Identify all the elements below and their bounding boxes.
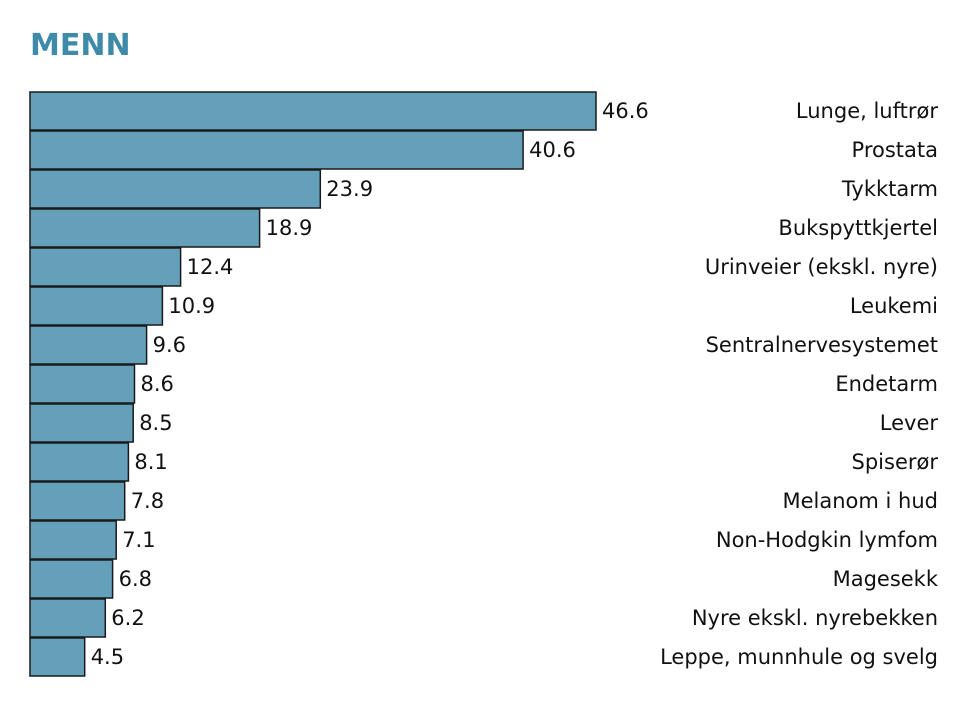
bar-value-label: 46.6	[602, 99, 649, 123]
category-label: Magesekk	[833, 567, 939, 591]
category-label: Tykktarm	[841, 177, 938, 201]
category-label: Sentralnervesystemet	[706, 333, 938, 357]
bar	[29, 91, 597, 131]
bar	[29, 403, 134, 443]
bar	[29, 364, 136, 404]
bar-value-label: 7.1	[122, 528, 155, 552]
bar-value-label: 7.8	[131, 489, 164, 513]
category-label: Melanom i hud	[783, 489, 939, 513]
category-label: Lever	[880, 411, 939, 435]
bar-value-label: 9.6	[153, 333, 186, 357]
category-label: Spiserør	[852, 450, 939, 474]
category-label: Prostata	[852, 138, 938, 162]
category-label: Bukspyttkjertel	[778, 216, 938, 240]
bar	[29, 442, 130, 482]
bar-value-label: 8.5	[139, 411, 172, 435]
category-label: Urinveier (ekskl. nyre)	[705, 255, 938, 279]
bar	[29, 520, 117, 560]
bar-value-label: 40.6	[529, 138, 576, 162]
bar-value-label: 4.5	[91, 645, 124, 669]
bar-value-label: 6.8	[119, 567, 152, 591]
bar	[29, 286, 164, 326]
bar-value-label: 12.4	[187, 255, 234, 279]
bar-value-label: 18.9	[266, 216, 313, 240]
bar-value-label: 23.9	[326, 177, 373, 201]
category-label: Lunge, luftrør	[796, 99, 938, 123]
bar-value-label: 10.9	[168, 294, 215, 318]
category-label: Leppe, munnhule og svelg	[660, 645, 938, 669]
bar	[29, 481, 126, 521]
chart-title: MENN	[30, 28, 131, 63]
category-label: Non-Hodgkin lymfom	[716, 528, 938, 552]
bar-value-label: 6.2	[111, 606, 144, 630]
bar	[29, 247, 182, 287]
bar	[29, 208, 261, 248]
bar	[29, 169, 322, 209]
bar	[29, 325, 148, 365]
bar	[29, 598, 107, 638]
bar-value-label: 8.1	[134, 450, 167, 474]
bar-value-label: 8.6	[141, 372, 174, 396]
bar	[29, 559, 114, 599]
bars-group: 46.6 Lunge, luftrør 40.6 Prostata 23.9 Tykkta…	[29, 91, 939, 677]
category-label: Endetarm	[835, 372, 938, 396]
category-label: Nyre ekskl. nyrebekken	[692, 606, 938, 630]
bar	[29, 130, 524, 170]
category-label: Leukemi	[850, 294, 938, 318]
bar	[29, 637, 86, 677]
